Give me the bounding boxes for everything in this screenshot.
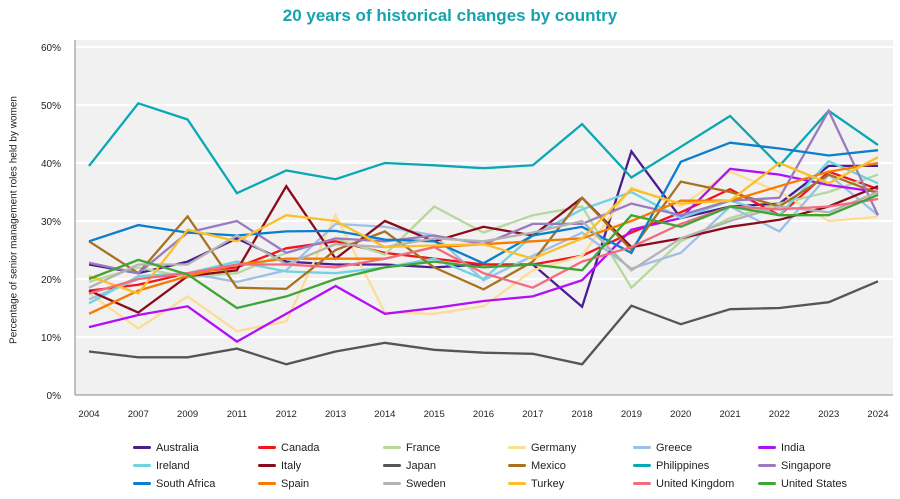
series-line-turkey <box>88 156 879 295</box>
plot-area <box>75 40 893 395</box>
x-tick-label: 2018 <box>572 409 593 420</box>
legend-swatch <box>758 464 776 467</box>
legend-item: Singapore <box>758 458 883 473</box>
x-tick-label: 2011 <box>227 409 247 420</box>
legend-swatch <box>133 464 151 467</box>
y-tick-label: 30% <box>41 217 61 228</box>
legend-label: Philippines <box>656 459 710 472</box>
x-tick-label: 2012 <box>276 409 297 420</box>
legend-swatch <box>133 446 151 449</box>
legend-item: Philippines <box>633 458 758 473</box>
legend-swatch <box>383 482 401 485</box>
legend-swatch <box>758 482 776 485</box>
series-line-south-africa <box>88 141 879 265</box>
legend-label: France <box>406 441 441 454</box>
legend-label: Sweden <box>406 477 446 490</box>
legend-item: Sweden <box>383 476 508 491</box>
x-tick-label: 2013 <box>325 409 346 420</box>
x-tick-label: 2015 <box>424 409 445 420</box>
series-line-philippines <box>88 101 879 195</box>
legend-label: Mexico <box>531 459 566 472</box>
legend: Australia Canada France Germany Greece India I… <box>133 440 873 491</box>
legend-swatch <box>633 482 651 485</box>
legend-label: Ireland <box>156 459 190 472</box>
legend-item: United States <box>758 476 883 491</box>
legend-item: South Africa <box>133 476 258 491</box>
x-tick-label: 2009 <box>177 409 198 420</box>
legend-label: South Africa <box>156 477 216 490</box>
legend-label: Singapore <box>781 459 832 472</box>
series-line-united-states <box>88 193 879 310</box>
legend-item: Australia <box>133 440 258 455</box>
legend-item: Germany <box>508 440 633 455</box>
y-tick-label: 40% <box>41 159 61 170</box>
legend-swatch <box>258 482 276 485</box>
x-tick-label: 2019 <box>621 409 642 420</box>
legend-swatch <box>258 446 276 449</box>
series-line-france <box>88 173 879 290</box>
x-tick-label: 2020 <box>670 409 691 420</box>
x-tick-label: 2007 <box>128 409 149 420</box>
series-line-sweden <box>88 190 879 289</box>
y-tick-label: 0% <box>47 391 62 402</box>
series-line-united-kingdom <box>88 197 879 295</box>
legend-swatch <box>508 464 526 467</box>
legend-label: Germany <box>531 441 577 454</box>
legend-swatch <box>258 464 276 467</box>
legend-swatch <box>508 482 526 485</box>
x-tick-label: 2022 <box>769 409 790 420</box>
x-tick-label: 2004 <box>78 409 99 420</box>
y-tick-label: 50% <box>41 101 61 112</box>
y-tick-label: 60% <box>41 43 61 54</box>
legend-item: Greece <box>633 440 758 455</box>
legend-item: United Kingdom <box>633 476 758 491</box>
legend-label: Japan <box>406 459 436 472</box>
legend-swatch <box>133 482 151 485</box>
legend-swatch <box>758 446 776 449</box>
legend-label: Spain <box>281 477 310 490</box>
x-tick-label: 2016 <box>473 409 494 420</box>
legend-swatch <box>633 446 651 449</box>
legend-item: Canada <box>258 440 383 455</box>
legend-item: Ireland <box>133 458 258 473</box>
legend-label: United Kingdom <box>656 477 735 490</box>
legend-item: Spain <box>258 476 383 491</box>
legend-item: Turkey <box>508 476 633 491</box>
legend-swatch <box>633 464 651 467</box>
legend-item: India <box>758 440 883 455</box>
legend-item: Mexico <box>508 458 633 473</box>
series-line-india <box>88 167 879 343</box>
legend-item: Italy <box>258 458 383 473</box>
x-tick-label: 2023 <box>818 409 839 420</box>
y-tick-label: 20% <box>41 275 61 286</box>
legend-label: United States <box>781 477 848 490</box>
legend-label: Australia <box>156 441 199 454</box>
legend-swatch <box>508 446 526 449</box>
legend-label: Turkey <box>531 477 565 490</box>
legend-item: France <box>383 440 508 455</box>
series-line-germany <box>88 170 879 333</box>
legend-item: Japan <box>383 458 508 473</box>
y-tick-label: 10% <box>41 333 61 344</box>
x-tick-label: 2024 <box>867 409 888 420</box>
chart-title: 20 years of historical changes by countr… <box>282 6 618 25</box>
legend-swatch <box>383 464 401 467</box>
series-line-japan <box>88 280 879 366</box>
x-tick-label: 2021 <box>719 409 740 420</box>
series-line-italy <box>88 184 879 314</box>
legend-label: Greece <box>656 441 693 454</box>
legend-label: Canada <box>281 441 320 454</box>
legend-label: India <box>781 441 805 454</box>
line-chart: 0% 10% 20% 30% 40% 50% 60% 2004 2007 2009 2011 2012… <box>41 40 893 420</box>
x-tick-label: 2017 <box>522 409 543 420</box>
x-tick-label: 2014 <box>374 409 395 420</box>
legend-swatch <box>383 446 401 449</box>
legend-label: Italy <box>281 459 302 472</box>
